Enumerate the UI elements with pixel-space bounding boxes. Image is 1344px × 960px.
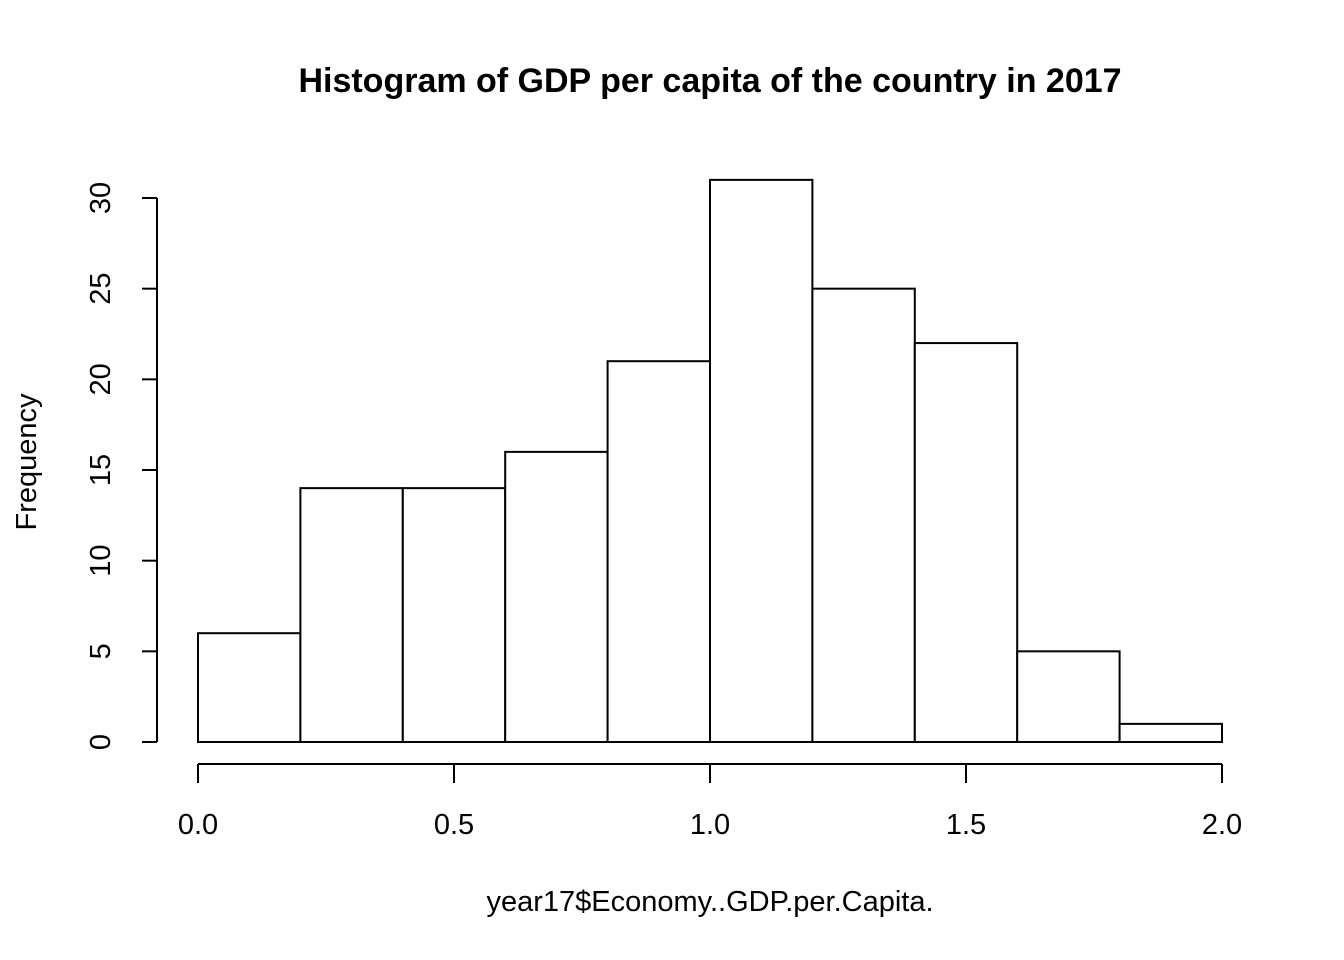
- y-tick-label: 25: [85, 273, 117, 305]
- x-tick-label: 1.0: [690, 809, 730, 841]
- chart-title: Histogram of GDP per capita of the count…: [298, 62, 1121, 100]
- histogram-bar: [401, 487, 507, 743]
- x-tick-label: 2.0: [1202, 809, 1242, 841]
- histogram-bar: [504, 450, 609, 743]
- x-tick-label: 0.0: [178, 809, 218, 841]
- bars-group: [197, 178, 1223, 744]
- x-tick-label: 0.5: [434, 809, 474, 841]
- histogram-bar: [1016, 650, 1121, 743]
- histogram-bar: [299, 487, 404, 743]
- y-axis-label: Frequency: [11, 393, 43, 531]
- histogram-bar: [197, 632, 302, 744]
- y-tick-label: 15: [85, 454, 117, 486]
- y-tick-label: 20: [85, 363, 117, 395]
- x-tick-label: 1.5: [946, 809, 986, 841]
- histogram-bar: [709, 178, 814, 744]
- x-axis-label: year17$Economy..GDP.per.Capita.: [486, 886, 933, 918]
- y-tick-label: 5: [85, 643, 117, 659]
- y-tick-label: 0: [85, 734, 117, 750]
- y-axis: 0 5 10 15 20 25 30: [85, 182, 158, 750]
- y-tick-label: 10: [85, 545, 117, 577]
- y-tick-label: 30: [85, 182, 117, 214]
- histogram-bar: [1118, 722, 1223, 743]
- x-axis: 0.0 0.5 1.0 1.5 2.0: [178, 763, 1242, 841]
- histogram-bar: [913, 342, 1019, 743]
- histogram-bar: [811, 287, 916, 743]
- histogram-bar: [606, 360, 711, 743]
